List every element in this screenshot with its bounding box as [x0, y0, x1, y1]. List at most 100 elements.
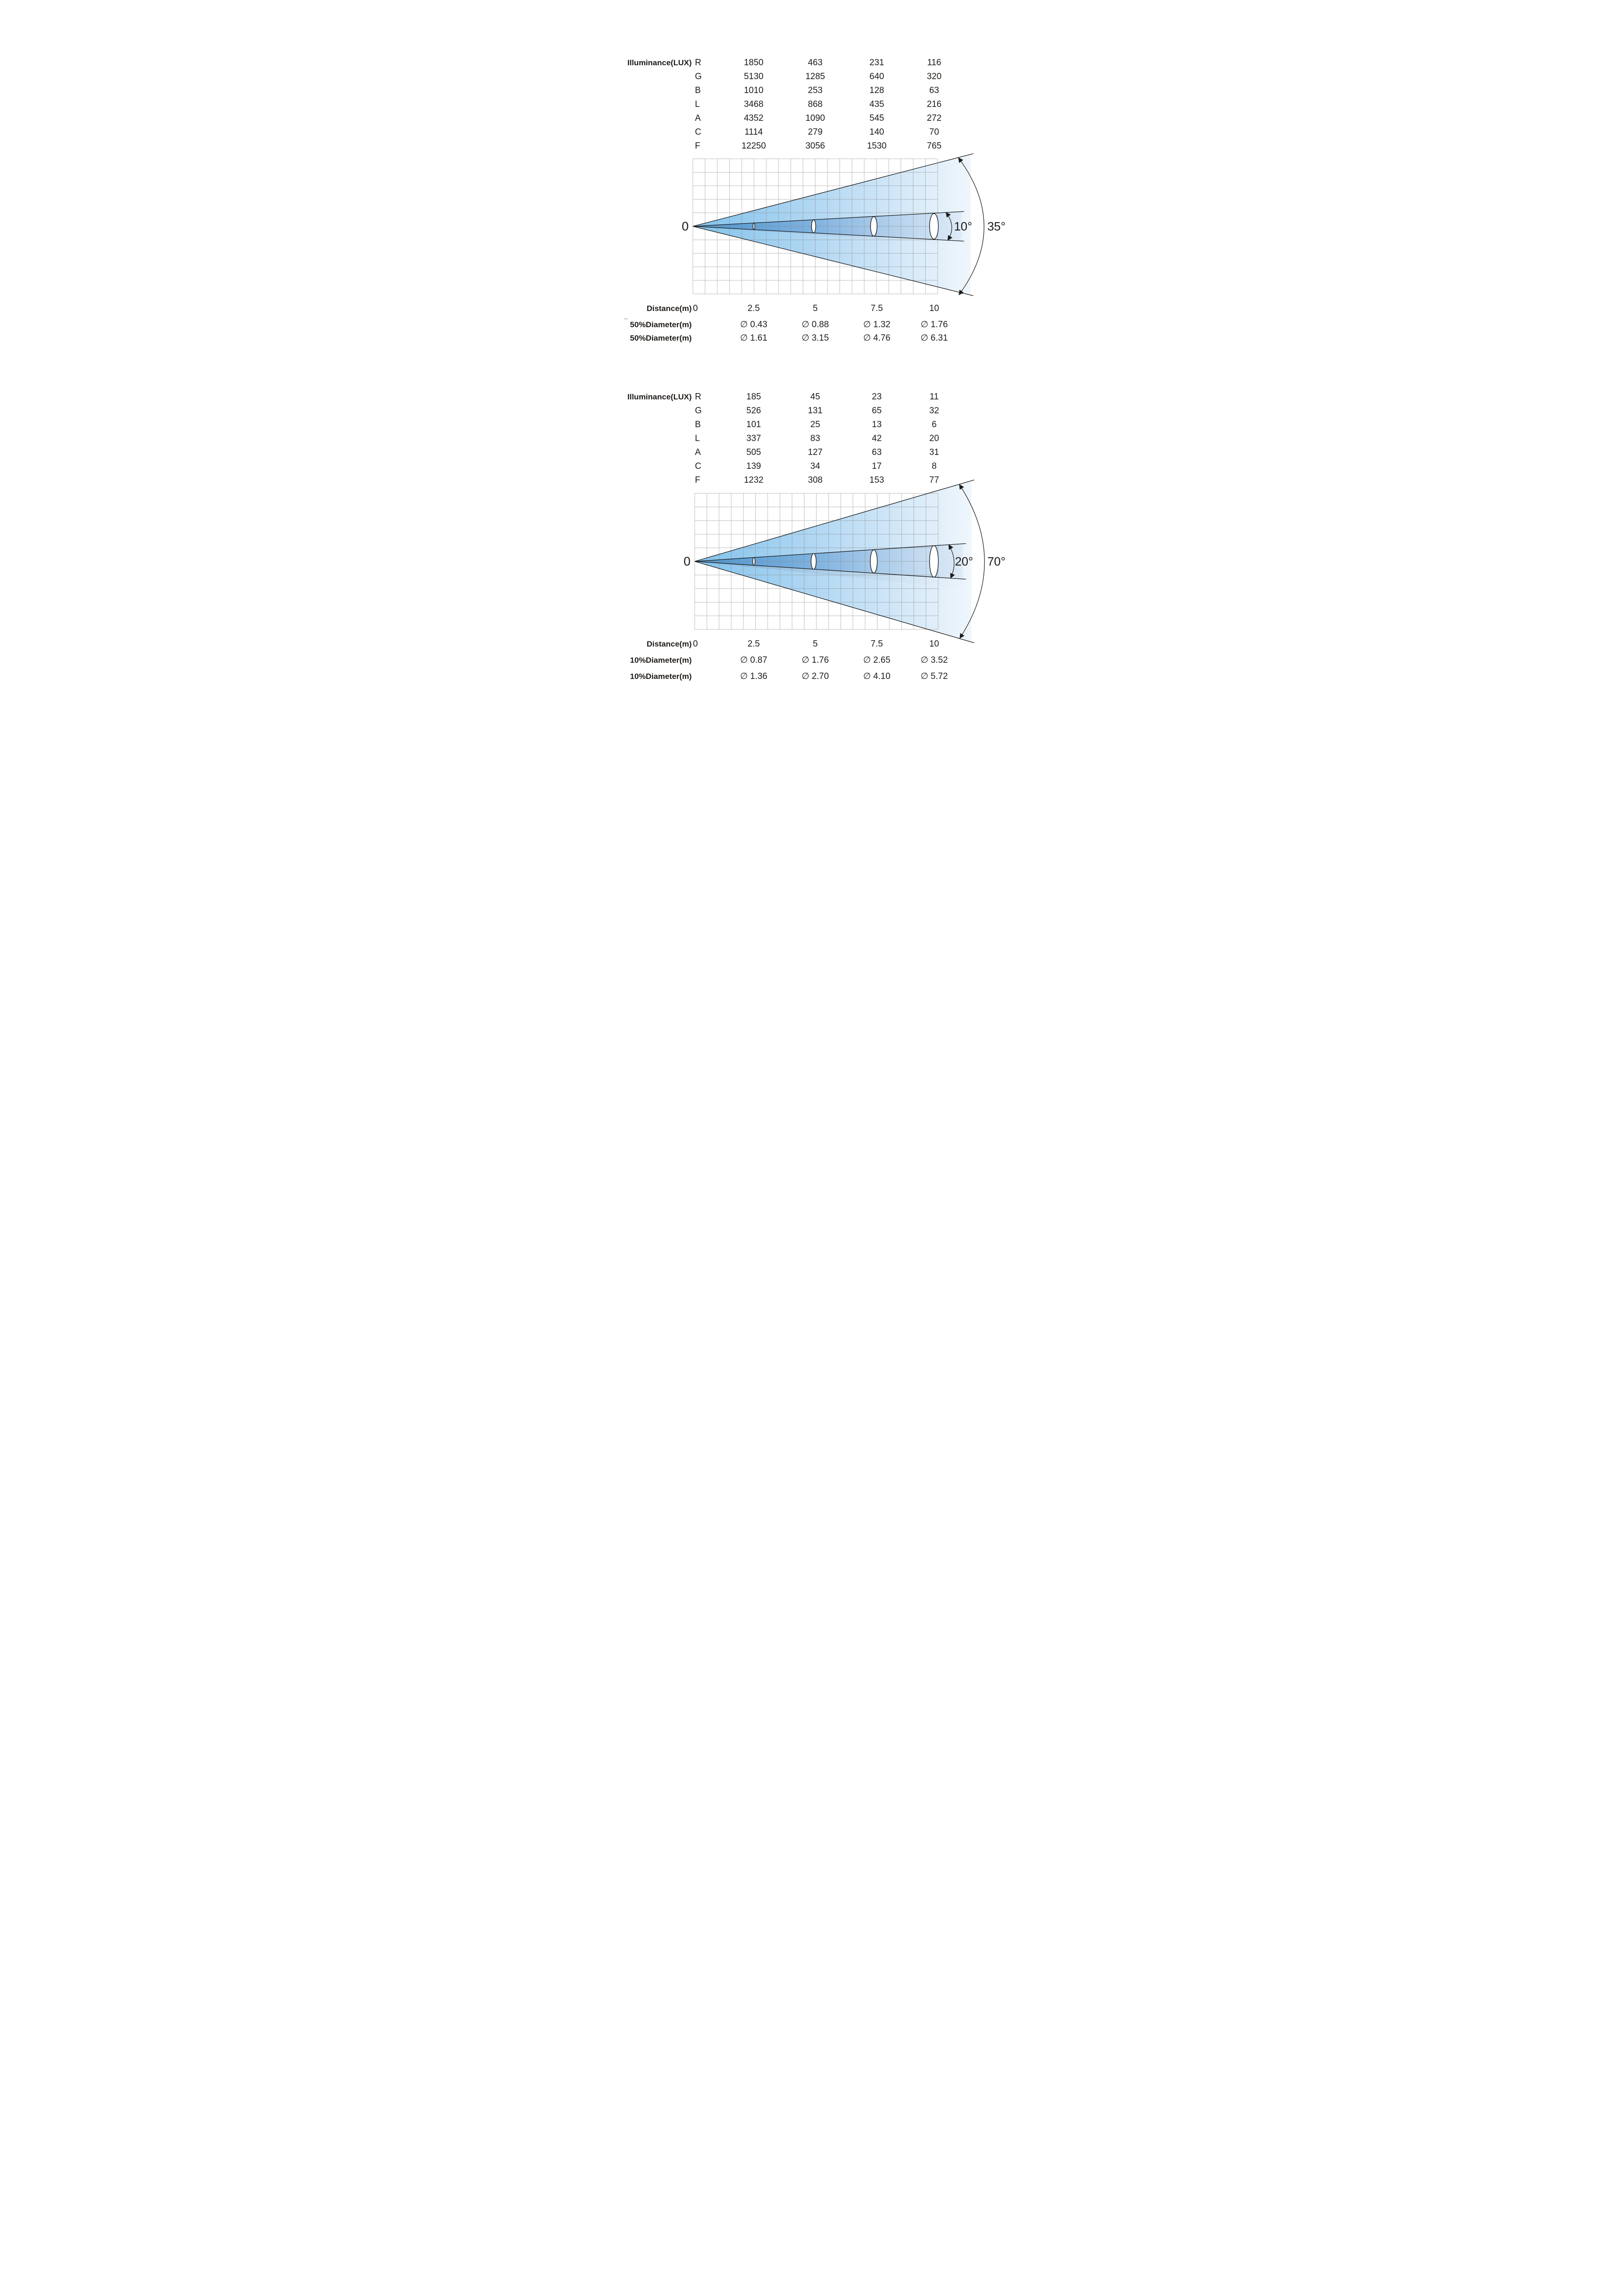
- outer-cone-edge: [692, 153, 973, 296]
- value-cell: 101: [746, 420, 761, 429]
- value-cell: 139: [746, 461, 761, 471]
- outer-angle-arc: [958, 157, 984, 295]
- beam-spot: [870, 216, 877, 236]
- distance-cell: 10: [929, 639, 940, 649]
- distance-cell: 2.5: [747, 639, 760, 649]
- distance-cell: 5: [813, 639, 818, 649]
- value-cell: 42: [871, 434, 882, 443]
- row-key: L: [695, 100, 700, 109]
- value-cell: 70: [929, 127, 940, 137]
- diameter-cell: ∅ 5.72: [921, 672, 948, 681]
- value-cell: 153: [869, 475, 884, 485]
- diameter-cell: ∅ 3.15: [802, 333, 829, 343]
- diameter-cell: ∅ 1.32: [863, 320, 890, 330]
- distance-cell: 7.5: [871, 639, 883, 649]
- beam-spot: [929, 545, 939, 578]
- table-row: B 1010 253 128 63: [558, 86, 1067, 96]
- inner-angle-arc: [948, 544, 955, 579]
- value-cell: 3468: [744, 100, 764, 109]
- value-cell: 20: [929, 434, 940, 443]
- inner-cone-edge: [694, 543, 966, 580]
- origin-label: 0: [683, 554, 690, 568]
- beam-diagram-top: 0 10° 35°: [681, 153, 1005, 296]
- table-row: G 5130 1285 640 320: [558, 72, 1067, 82]
- diameter-label: 10%Diameter(m): [630, 656, 692, 665]
- row-key: R: [695, 392, 702, 402]
- diameter-cell: ∅ 0.87: [740, 655, 767, 665]
- row-key: B: [695, 420, 701, 429]
- value-cell: 4352: [744, 113, 764, 123]
- diameter-cell: ∅ 0.88: [802, 320, 829, 330]
- value-cell: 5130: [744, 72, 764, 81]
- origin-label: 0: [681, 219, 688, 233]
- distance-row: Distance(m) 0 2.5 5 7.5 10: [558, 639, 1067, 649]
- value-cell: 231: [869, 58, 884, 68]
- value-cell: 337: [746, 434, 761, 443]
- diameter-cell: ∅ 1.36: [740, 672, 767, 681]
- distance-cell: 7.5: [871, 304, 883, 313]
- table-row: A 4352 1090 545 272: [558, 113, 1067, 124]
- row-key: C: [695, 127, 702, 137]
- value-cell: 526: [746, 406, 761, 416]
- outer-cone-fill: [694, 481, 971, 642]
- value-cell: 12250: [741, 141, 766, 151]
- table-row: C 139 34 17 8: [558, 461, 1067, 472]
- diameter-row: 50%Diameter(m) ∅ 1.61 ∅ 3.15 ∅ 4.76 ∅ 6.…: [558, 333, 1067, 343]
- value-cell: 11: [929, 392, 939, 402]
- distance-label: Distance(m): [647, 304, 692, 313]
- distance-row: Distance(m) 0 2.5 5 7.5 10: [558, 304, 1067, 314]
- diameter-cell: ∅ 3.52: [921, 655, 948, 665]
- value-cell: 63: [871, 448, 882, 457]
- value-cell: 1232: [744, 475, 764, 485]
- value-cell: 545: [869, 113, 884, 123]
- distance-cell: 10: [929, 304, 940, 313]
- inner-cone-edge: [692, 211, 964, 242]
- value-cell: 17: [871, 461, 882, 471]
- row-key: G: [695, 406, 702, 416]
- beam-spot: [929, 213, 939, 240]
- value-cell: 23: [871, 392, 882, 402]
- beam-spot: [752, 223, 755, 230]
- value-cell: 77: [929, 475, 940, 485]
- value-cell: 45: [810, 392, 821, 402]
- value-cell: 216: [927, 100, 942, 109]
- diameter-cell: ∅ 2.70: [802, 672, 829, 681]
- inner-cone-fill: [692, 212, 962, 241]
- table-row: Illuminance(LUX) R 1850 463 231 116: [558, 58, 1067, 68]
- value-cell: 128: [869, 86, 884, 95]
- distance-cell: 0: [693, 639, 698, 649]
- value-cell: 463: [808, 58, 823, 68]
- value-cell: 185: [746, 392, 761, 402]
- beam-spot: [811, 219, 816, 233]
- value-cell: 1090: [805, 113, 825, 123]
- value-cell: 3056: [805, 141, 825, 151]
- value-cell: 640: [869, 72, 884, 81]
- scatter-wedge: [692, 225, 965, 245]
- diameter-cell: ∅ 4.10: [863, 672, 890, 681]
- value-cell: 140: [869, 127, 884, 137]
- illuminance-label: Illuminance(LUX): [627, 58, 692, 67]
- beam-spot: [870, 549, 877, 573]
- value-cell: 279: [808, 127, 823, 137]
- diameter-cell: ∅ 1.61: [740, 333, 767, 343]
- beam-spot: [810, 553, 816, 570]
- row-key: A: [695, 448, 701, 457]
- value-cell: 63: [929, 86, 940, 95]
- row-key: R: [695, 58, 702, 68]
- diameter-label: 10%Diameter(m): [630, 672, 692, 681]
- distance-cell: 5: [813, 304, 818, 313]
- diameter-cell: ∅ 6.31: [921, 333, 948, 343]
- table-row: L 337 83 42 20: [558, 434, 1067, 444]
- value-cell: 505: [746, 448, 761, 457]
- diameter-row: 50%Diameter(m) ∅ 0.43 ∅ 0.88 ∅ 1.32 ∅ 1.…: [558, 320, 1067, 330]
- value-cell: 253: [808, 86, 823, 95]
- grid: [692, 158, 938, 294]
- value-cell: 1530: [867, 141, 887, 151]
- value-cell: 435: [869, 100, 884, 109]
- value-cell: 1010: [744, 86, 764, 95]
- distance-label: Distance(m): [647, 640, 692, 648]
- table-row: Illuminance(LUX) R 185 45 23 11: [558, 392, 1067, 402]
- value-cell: 127: [808, 448, 823, 457]
- outer-angle-label: 35°: [987, 219, 1005, 233]
- value-cell: 6: [932, 420, 937, 429]
